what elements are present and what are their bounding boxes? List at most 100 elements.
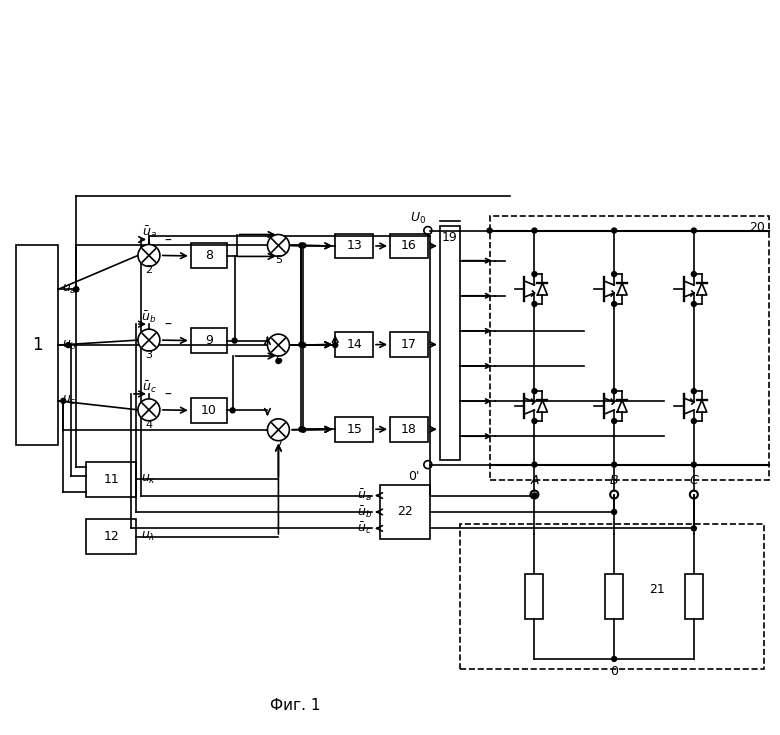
Text: –: –	[165, 318, 172, 332]
Text: $\bar{u}_a$: $\bar{u}_a$	[141, 225, 156, 240]
Text: 5: 5	[275, 255, 282, 265]
Bar	[459, 524, 764, 669]
Circle shape	[268, 234, 289, 257]
Bar	[335, 417, 373, 442]
Circle shape	[612, 462, 617, 467]
Circle shape	[73, 287, 79, 292]
Circle shape	[488, 228, 492, 233]
Text: 15: 15	[346, 423, 362, 436]
Text: $\bar{u}_c$: $\bar{u}_c$	[357, 520, 372, 537]
Text: 0': 0'	[408, 470, 420, 483]
Bar	[685, 574, 703, 619]
Text: $U_0$: $U_0$	[410, 211, 426, 226]
Circle shape	[333, 343, 338, 348]
Text: 17: 17	[401, 338, 417, 351]
Text: 12: 12	[103, 531, 119, 543]
Text: 19: 19	[442, 231, 458, 244]
Circle shape	[691, 462, 697, 467]
Circle shape	[532, 301, 537, 306]
Text: 7: 7	[275, 440, 282, 450]
Text: $\bar{u}_a$: $\bar{u}_a$	[357, 488, 372, 503]
Bar	[16, 245, 58, 445]
Bar	[526, 574, 544, 619]
Circle shape	[532, 418, 537, 423]
Circle shape	[299, 342, 304, 347]
Text: 9: 9	[205, 334, 213, 347]
Circle shape	[612, 509, 617, 514]
Text: B: B	[610, 474, 619, 487]
Text: 6: 6	[275, 355, 282, 365]
Circle shape	[301, 243, 306, 248]
Bar	[86, 462, 136, 497]
Text: 22: 22	[397, 506, 413, 518]
Circle shape	[268, 334, 289, 356]
Circle shape	[612, 656, 617, 662]
Circle shape	[532, 462, 537, 467]
Text: $u_\lambda$: $u_\lambda$	[141, 531, 155, 543]
Bar	[440, 226, 459, 459]
Text: 16: 16	[401, 240, 417, 252]
Text: 14: 14	[346, 338, 362, 351]
Circle shape	[612, 418, 617, 423]
Bar	[390, 332, 428, 357]
Text: 3: 3	[145, 350, 152, 360]
Bar	[86, 520, 136, 554]
Bar	[390, 234, 428, 259]
Circle shape	[276, 359, 281, 364]
Circle shape	[612, 389, 617, 394]
Bar	[191, 328, 227, 353]
Circle shape	[299, 427, 304, 431]
Text: 0: 0	[610, 665, 618, 678]
Text: $u_\kappa$: $u_\kappa$	[141, 473, 156, 486]
Circle shape	[301, 427, 306, 432]
Text: $u_b$: $u_b$	[62, 339, 77, 351]
Circle shape	[299, 243, 304, 248]
Text: $\bar{u}_b$: $\bar{u}_b$	[357, 504, 372, 520]
Text: 13: 13	[346, 240, 362, 252]
Text: C: C	[690, 474, 698, 487]
Text: A: A	[530, 474, 539, 487]
Circle shape	[691, 389, 697, 394]
Circle shape	[612, 228, 617, 233]
Text: 4: 4	[145, 420, 152, 430]
Circle shape	[691, 228, 697, 233]
Bar	[605, 574, 623, 619]
Circle shape	[66, 343, 71, 348]
Circle shape	[138, 245, 160, 266]
Bar	[380, 484, 430, 539]
Bar	[191, 398, 227, 423]
Text: $u_a$: $u_a$	[62, 283, 77, 296]
Circle shape	[138, 329, 160, 351]
Text: Фиг. 1: Фиг. 1	[270, 698, 321, 713]
Text: –: –	[165, 234, 172, 248]
Circle shape	[691, 526, 697, 531]
Circle shape	[138, 399, 160, 421]
Circle shape	[61, 398, 66, 404]
Circle shape	[301, 343, 306, 348]
Circle shape	[691, 418, 697, 423]
Bar	[490, 215, 768, 479]
Text: 2: 2	[145, 265, 152, 276]
Circle shape	[691, 272, 697, 276]
Circle shape	[532, 272, 537, 276]
Circle shape	[532, 493, 537, 498]
Text: 20: 20	[749, 221, 764, 234]
Bar	[191, 243, 227, 268]
Text: 21: 21	[650, 583, 665, 596]
Text: $u_c$: $u_c$	[62, 394, 77, 407]
Circle shape	[691, 301, 697, 306]
Circle shape	[532, 389, 537, 394]
Bar	[335, 332, 373, 357]
Text: 8: 8	[204, 249, 213, 262]
Circle shape	[232, 338, 237, 343]
Text: 10: 10	[200, 404, 217, 417]
Text: 1: 1	[32, 336, 43, 354]
Circle shape	[612, 301, 617, 306]
Text: $\bar{u}_c$: $\bar{u}_c$	[141, 379, 156, 395]
Circle shape	[268, 419, 289, 441]
Text: $\bar{u}_b$: $\bar{u}_b$	[141, 309, 157, 325]
Bar	[390, 417, 428, 442]
Bar	[335, 234, 373, 259]
Circle shape	[612, 272, 617, 276]
Text: –: –	[165, 388, 172, 402]
